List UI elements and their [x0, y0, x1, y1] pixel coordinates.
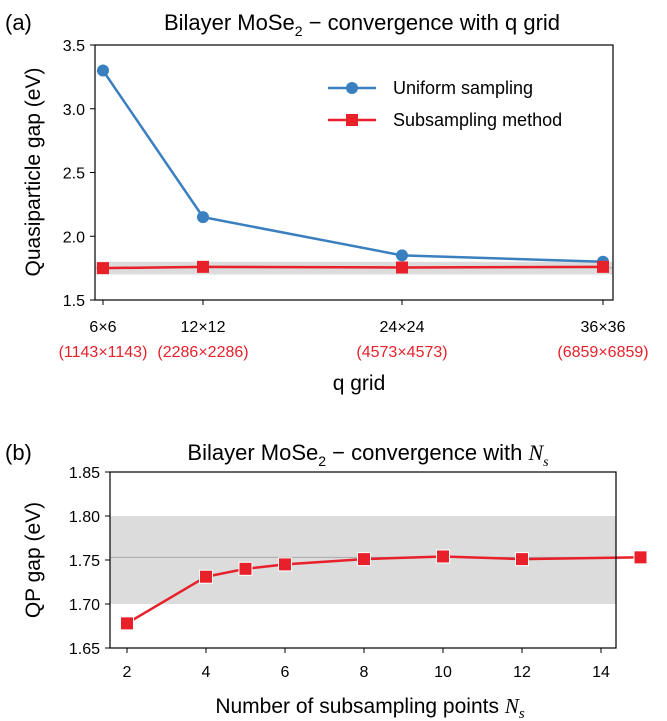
panel-a-x-tick-sublabel: (2286×2286): [157, 344, 248, 361]
panel-a-y-tick-label: 2.0: [63, 229, 85, 246]
legend-uniform-label: Uniform sampling: [393, 78, 533, 98]
qp-gap-point: [357, 552, 371, 567]
panel-a-y-tick-label: 1.5: [63, 293, 85, 310]
panel-a-x-tick-sublabel: (6859×6859): [557, 344, 648, 361]
panel-b-x-tick-label: 10: [434, 664, 452, 681]
uniform-sampling-line: [101, 69, 604, 263]
panel-a-label: (a): [5, 10, 32, 35]
panel-b-y-tick-label: 1.75: [69, 553, 100, 570]
panel-a-ticks: 1.5 2.0 2.5 3.0 3.5 6×6 (1143×1143) 12×12 (2286×…: [59, 38, 649, 361]
panel-a-title: Bilayer MoSe2 − convergence with q grid: [164, 10, 560, 39]
qp-gap-point: [515, 552, 529, 567]
panel-a-x-tick-sublabel: (1143×1143): [59, 344, 148, 361]
panel-b-x-tick-label: 14: [592, 664, 610, 681]
uniform-sampling-point: [97, 64, 109, 77]
legend-subsampling-marker: [346, 114, 358, 126]
panel-b-x-tick-label: 8: [360, 664, 369, 681]
panel-a-legend: Uniform sampling Subsampling method: [328, 78, 562, 130]
panel-b-y-tick-label: 1.70: [69, 597, 100, 614]
legend-subsampling-label: Subsampling method: [393, 110, 562, 130]
panel-a-y-axis-label: Quasiparticle gap (eV): [22, 68, 45, 277]
panel-a-x-tick-label: 24×24: [380, 319, 425, 336]
panel-b-x-tick-label: 2: [123, 664, 132, 681]
qp-gap-point: [278, 557, 292, 572]
panel-b-label: (b): [5, 440, 32, 465]
panel-b-y-tick-label: 1.80: [69, 509, 100, 526]
panel-a: (a) Bilayer MoSe2 − convergence with q g…: [5, 10, 649, 395]
qp-gap-point: [436, 549, 450, 564]
subsampling-method-point: [97, 262, 109, 275]
subsampling-method-point: [197, 260, 209, 273]
subsampling-method-point: [597, 260, 609, 273]
panel-b-y-axis-label: QP gap (eV): [22, 502, 45, 618]
legend-uniform-marker: [346, 82, 358, 94]
panel-b-title: Bilayer MoSe2 − convergence with Ns: [187, 440, 549, 470]
panel-a-y-tick-label: 3.0: [63, 102, 85, 119]
uniform-sampling-point: [396, 249, 408, 262]
panel-b-x-axis-label: Number of subsampling points Ns: [215, 694, 525, 721]
panel-b-x-tick-label: 12: [513, 664, 531, 681]
qp-gap-point: [120, 616, 134, 631]
qp-gap-point: [199, 569, 213, 584]
subsampling-method-point: [396, 261, 408, 274]
panel-b-y-tick-label: 1.85: [69, 465, 100, 482]
panel-b-y-tick-label: 1.65: [69, 641, 100, 658]
panel-b: (b) Bilayer MoSe2 − convergence with Ns …: [5, 440, 648, 721]
panel-b-x-tick-label: 6: [281, 664, 290, 681]
panel-a-x-tick-label: 12×12: [181, 319, 226, 336]
subsampling-method-line: [102, 265, 604, 270]
panel-a-y-tick-label: 2.5: [63, 166, 85, 183]
panel-b-ticks: 1.65 1.70 1.75 1.80 1.85 2 4 6 8 10 12 14: [69, 465, 610, 681]
qp-gap-point: [238, 561, 253, 576]
panel-a-x-tick-sublabel: (4573×4573): [356, 344, 447, 361]
panel-a-x-tick-label: 6×6: [89, 319, 116, 336]
panel-b-x-tick-label: 4: [202, 664, 211, 681]
panel-a-x-tick-label: 36×36: [581, 319, 626, 336]
uniform-sampling-point: [197, 211, 209, 224]
panel-a-data-layer: [97, 64, 609, 275]
panel-b-data-layer: [120, 549, 648, 631]
panel-a-x-axis-label: q grid: [333, 372, 386, 395]
panel-a-y-tick-label: 3.5: [63, 38, 85, 55]
qp-gap-point: [633, 550, 648, 565]
